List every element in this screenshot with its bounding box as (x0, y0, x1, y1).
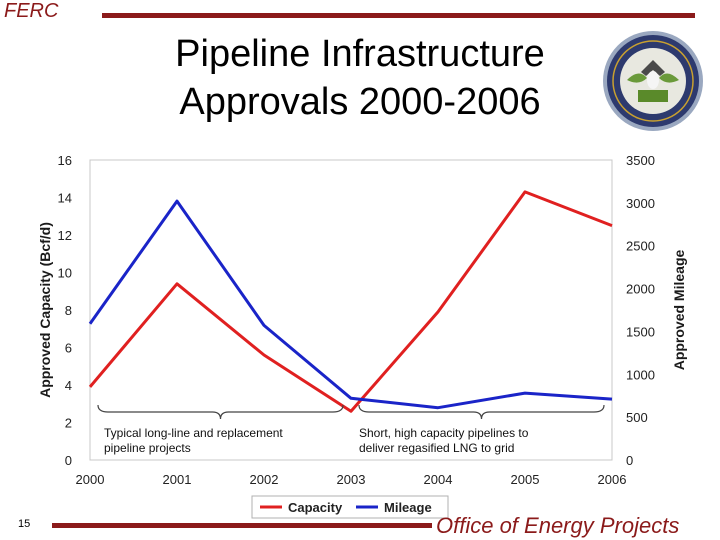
y2-tick-label: 0 (626, 453, 633, 468)
y-axis-label: Approved Capacity (Bcf/d) (37, 222, 53, 398)
right-axis-ticks: 0 500 1000 1500 2000 2500 3000 3500 (626, 153, 655, 468)
page-title: Pipeline Infrastructure Approvals 2000-2… (120, 30, 600, 126)
annotation-text: Short, high capacity pipelines to (359, 426, 529, 440)
header-divider (102, 13, 695, 18)
y2-tick-label: 1000 (626, 367, 655, 382)
annotation-text: Typical long-line and replacement (104, 426, 283, 440)
annotation-text: pipeline projects (104, 441, 191, 455)
chart-series (88, 190, 613, 413)
y-tick-label: 0 (65, 453, 72, 468)
y-tick-label: 8 (65, 303, 72, 318)
chart-axes (89, 159, 613, 461)
title-line-2: Approvals 2000-2006 (179, 81, 541, 123)
y-tick-label: 10 (58, 266, 72, 281)
footer-divider (52, 523, 432, 528)
capacity-mileage-chart: 0 2 4 6 8 10 12 14 16 0 500 1000 1500 2000 2500 3000 35… (37, 153, 687, 519)
y2-tick-label: 2500 (626, 239, 655, 254)
x-tick-label: 2002 (250, 472, 279, 487)
annotation-brace (97, 404, 344, 420)
y2-axis-label: Approved Mileage (671, 250, 687, 371)
page-number: 15 (18, 518, 31, 530)
y-tick-label: 16 (58, 153, 72, 168)
series-line-mileage (88, 199, 613, 410)
title-line-1: Pipeline Infrastructure (175, 33, 545, 75)
x-tick-label: 2004 (424, 472, 453, 487)
y-tick-label: 4 (65, 378, 72, 393)
y2-tick-label: 1500 (626, 324, 655, 339)
y2-tick-label: 500 (626, 410, 648, 425)
plot-area (89, 159, 613, 461)
y-tick-label: 2 (65, 416, 72, 431)
series-line-capacity (88, 190, 613, 413)
annotation-text: deliver regasified LNG to grid (359, 441, 514, 455)
office-label: Office of Energy Projects (436, 513, 680, 538)
y2-tick-label: 2000 (626, 282, 655, 297)
ferc-label: FERC (4, 0, 59, 22)
ferc-seal-logo (603, 31, 703, 131)
y2-tick-label: 3000 (626, 196, 655, 211)
legend-label-capacity: Capacity (288, 500, 343, 515)
y-tick-label: 6 (65, 341, 72, 356)
annotation-brace (358, 404, 605, 420)
legend-box (251, 495, 449, 519)
chart-legend: Capacity Mileage (251, 495, 449, 519)
chart-annotations: Typical long-line and replacementpipelin… (97, 404, 605, 455)
x-tick-label: 2003 (337, 472, 366, 487)
left-axis-ticks: 0 2 4 6 8 10 12 14 16 (58, 153, 72, 468)
x-axis-ticks: 2000 2001 2002 2003 2004 2005 2006 (76, 472, 627, 487)
x-tick-label: 2000 (76, 472, 105, 487)
x-tick-label: 2005 (511, 472, 540, 487)
x-tick-label: 2001 (163, 472, 192, 487)
x-tick-label: 2006 (598, 472, 627, 487)
y-tick-label: 12 (58, 228, 72, 243)
y-tick-label: 14 (58, 191, 72, 206)
y2-tick-label: 3500 (626, 153, 655, 168)
legend-label-mileage: Mileage (384, 500, 432, 515)
